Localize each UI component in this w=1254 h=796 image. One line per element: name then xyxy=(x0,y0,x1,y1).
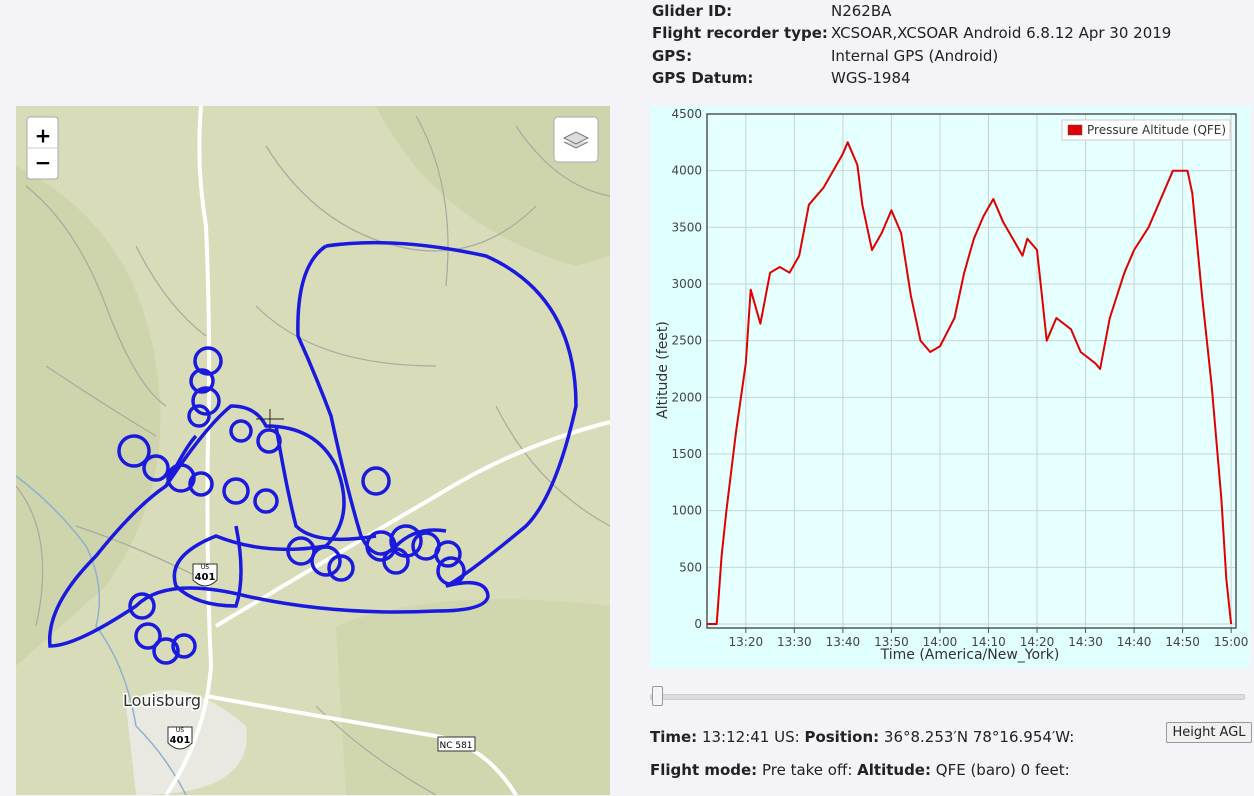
y-tick-label: 1500 xyxy=(671,447,702,461)
x-tick-label: 13:50 xyxy=(874,635,909,649)
status-label: Flight mode: xyxy=(650,761,758,779)
info-label: Flight recorder type: xyxy=(652,24,828,43)
position-marker xyxy=(256,409,284,429)
info-row: Glider ID: N262BA xyxy=(652,0,1171,22)
river xyxy=(16,475,187,795)
y-tick-label: 4000 xyxy=(671,164,702,178)
terrain xyxy=(336,599,610,795)
status-line: Time: 13:12:41 US: Position: 36°8.253′N … xyxy=(650,728,1074,746)
info-label: Glider ID: xyxy=(652,2,733,20)
info-label: GPS: xyxy=(652,46,693,65)
info-row: Flight recorder type: XCSOAR,XCSOAR Andro… xyxy=(652,22,1171,44)
info-row: GPS Datum: WGS-1984 xyxy=(652,67,1171,89)
plot-area xyxy=(707,114,1236,628)
y-axis-label: Altitude (feet) xyxy=(655,321,671,419)
minor-roads xyxy=(16,115,610,795)
x-tick-label: 14:30 xyxy=(1068,635,1103,649)
x-tick-label: 14:40 xyxy=(1117,635,1152,649)
status-value: Pre take off: xyxy=(761,761,853,779)
highway-label: NC 581 xyxy=(439,741,472,751)
main-roads xyxy=(164,106,610,795)
shield-prefix: US xyxy=(176,727,184,734)
layers-button[interactable] xyxy=(553,116,599,163)
route-shield: US 401 xyxy=(192,563,218,587)
status-label: Altitude: xyxy=(857,761,931,779)
status-label: Position: xyxy=(804,728,880,746)
time-slider[interactable] xyxy=(650,694,1245,700)
x-axis-label: Time (America/New_York) xyxy=(880,647,1060,663)
x-tick-label: 14:00 xyxy=(923,635,958,649)
y-tick-label: 0 xyxy=(694,617,702,631)
route-shield: US 401 xyxy=(167,726,193,750)
y-tick-label: 2500 xyxy=(671,334,702,348)
x-tick-label: 14:20 xyxy=(1020,635,1055,649)
x-tick-label: 13:40 xyxy=(826,635,861,649)
legend-swatch xyxy=(1067,124,1083,136)
slider-handle[interactable] xyxy=(652,686,663,706)
info-value: Internal GPS (Android) xyxy=(831,46,999,65)
y-tick-label: 500 xyxy=(679,560,702,574)
legend-box xyxy=(1061,119,1231,141)
height-agl-button[interactable]: Height AGL xyxy=(1166,722,1252,743)
info-value: WGS-1984 xyxy=(831,68,911,87)
y-tick-label: 3000 xyxy=(671,277,702,291)
y-tick-label: 1000 xyxy=(671,504,702,518)
x-tick-label: 14:10 xyxy=(971,635,1006,649)
x-tick-label: 14:50 xyxy=(1165,635,1200,649)
plot-frame xyxy=(706,113,1237,629)
map[interactable]: US 401 US 401 NC 581 Louisburg + − xyxy=(16,106,610,795)
y-tick-label: 2000 xyxy=(671,390,702,404)
y-tick-label: 4500 xyxy=(671,107,702,121)
shield-route: 401 xyxy=(195,572,216,583)
zoom-in[interactable]: + xyxy=(35,124,52,148)
x-tick-label: 15:00 xyxy=(1214,635,1249,649)
info-value: XCSOAR,XCSOAR Android 6.8.12 Apr 30 2019 xyxy=(831,24,1172,43)
x-tick-label: 13:20 xyxy=(729,635,764,649)
flight-info: Glider ID: N262BA Flight recorder type: XC… xyxy=(652,0,1171,89)
zoom-out[interactable]: − xyxy=(35,151,52,175)
terrain xyxy=(16,166,161,666)
x-tick-label: 13:30 xyxy=(777,635,812,649)
flight-track xyxy=(47,240,578,665)
town-label: Louisburg xyxy=(123,691,201,710)
altitude-chart: Time (America/New_York) Altitude (feet) … xyxy=(650,106,1250,668)
legend-label: Pressure Altitude (QFE) xyxy=(1087,123,1226,137)
status-value: QFE (baro) 0 feet: xyxy=(935,761,1070,779)
info-value: N262BA xyxy=(831,2,892,20)
status-value: 13:12:41 US: xyxy=(701,728,800,746)
status-label: Time: xyxy=(650,728,698,746)
status-line: Flight mode: Pre take off: Altitude: QFE… xyxy=(650,761,1070,779)
shield-route: 401 xyxy=(170,735,191,746)
terrain xyxy=(376,106,610,266)
y-tick-label: 3500 xyxy=(671,220,702,234)
shield-prefix: US xyxy=(201,564,209,571)
highway-sign xyxy=(437,736,476,752)
info-row: GPS: Internal GPS (Android) xyxy=(652,45,1171,67)
altitude-line xyxy=(707,141,1233,625)
status-value: 36°8.253′N 78°16.954′W: xyxy=(883,728,1075,746)
zoom-control: + − xyxy=(26,116,59,180)
info-label: GPS Datum: xyxy=(652,68,754,87)
